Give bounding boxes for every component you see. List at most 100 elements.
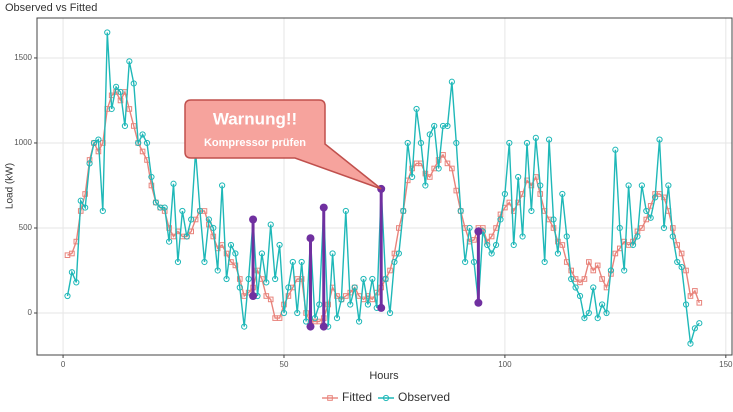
data-point xyxy=(572,284,579,291)
data-point xyxy=(325,301,331,308)
data-point xyxy=(245,289,252,296)
data-point xyxy=(639,225,645,231)
data-point xyxy=(338,296,345,303)
data-point xyxy=(607,267,615,274)
data-point xyxy=(258,250,265,257)
data-point xyxy=(692,288,698,294)
data-point xyxy=(652,194,659,201)
data-point xyxy=(196,207,204,215)
data-point xyxy=(660,224,668,232)
data-point xyxy=(280,309,288,317)
data-point xyxy=(634,233,641,240)
highlight-point xyxy=(474,227,483,236)
data-point xyxy=(696,320,703,327)
highlight-point xyxy=(377,303,386,312)
data-point xyxy=(86,160,93,167)
data-point xyxy=(510,241,517,249)
data-point xyxy=(462,258,469,266)
data-point xyxy=(112,83,120,90)
x-axis-label: Hours xyxy=(369,370,399,382)
data-point xyxy=(121,122,129,130)
highlight-point xyxy=(319,203,328,212)
data-point xyxy=(285,293,292,299)
y-axis-label: Load (kW) xyxy=(5,163,16,209)
data-point xyxy=(599,301,606,308)
data-point xyxy=(519,233,526,240)
data-point xyxy=(422,182,429,189)
data-point xyxy=(470,258,478,266)
data-point xyxy=(298,276,305,282)
data-point xyxy=(188,228,194,235)
data-point xyxy=(329,250,336,257)
data-point xyxy=(364,301,372,308)
callout-box xyxy=(184,99,382,190)
data-point xyxy=(661,194,667,201)
data-point xyxy=(400,207,407,215)
data-point xyxy=(130,80,137,87)
data-point xyxy=(68,269,76,276)
data-point xyxy=(440,152,446,158)
data-point xyxy=(550,225,557,231)
data-point xyxy=(232,250,239,257)
legend-label: Observed xyxy=(398,390,450,404)
data-point xyxy=(665,182,672,189)
callout-text: Kompressor prüfen xyxy=(204,137,306,149)
panel-border xyxy=(36,17,733,356)
data-point xyxy=(466,224,473,232)
data-point xyxy=(612,250,619,257)
data-point xyxy=(563,233,570,240)
data-point xyxy=(506,139,513,147)
data-point xyxy=(576,292,584,300)
data-point xyxy=(365,293,371,299)
data-point xyxy=(311,315,319,322)
data-point xyxy=(501,190,508,198)
data-point xyxy=(537,182,544,189)
data-point xyxy=(117,88,124,96)
data-point xyxy=(612,146,619,153)
data-point xyxy=(126,106,133,112)
y-tick-label: 500 xyxy=(19,223,33,232)
data-point xyxy=(130,123,137,129)
data-point xyxy=(559,242,566,248)
grid: 0 500 1000 1500 0 50 100 150 xyxy=(14,18,733,369)
data-point xyxy=(413,105,420,113)
plot xyxy=(64,29,703,347)
data-point xyxy=(139,131,146,138)
data-point xyxy=(417,139,425,147)
data-point xyxy=(387,267,393,274)
data-point xyxy=(431,122,438,130)
y-tick-label: 1000 xyxy=(14,138,32,147)
data-point xyxy=(95,136,102,143)
data-point xyxy=(214,267,221,274)
data-point xyxy=(599,276,605,282)
data-point xyxy=(223,250,230,257)
data-point xyxy=(550,216,557,223)
data-point xyxy=(148,182,155,189)
data-point xyxy=(523,139,531,147)
data-point xyxy=(616,224,623,232)
y-tick-label: 0 xyxy=(28,308,33,317)
data-point xyxy=(117,97,124,104)
data-point xyxy=(643,207,650,215)
data-point xyxy=(210,224,217,232)
data-point xyxy=(669,233,676,240)
data-point xyxy=(448,78,455,85)
data-point xyxy=(395,250,402,257)
data-point xyxy=(629,241,637,249)
data-point xyxy=(457,207,464,215)
data-point xyxy=(316,301,323,308)
data-point xyxy=(621,267,628,274)
data-point xyxy=(161,204,168,211)
data-point xyxy=(656,136,663,143)
data-point xyxy=(298,258,305,266)
data-point xyxy=(170,180,177,187)
data-point xyxy=(577,279,583,286)
data-point xyxy=(369,296,376,303)
data-point xyxy=(594,315,601,322)
data-point xyxy=(104,29,111,36)
data-point xyxy=(492,241,500,249)
data-point xyxy=(334,293,340,299)
data-point xyxy=(691,325,698,332)
data-point xyxy=(99,207,106,215)
data-point xyxy=(179,207,186,215)
